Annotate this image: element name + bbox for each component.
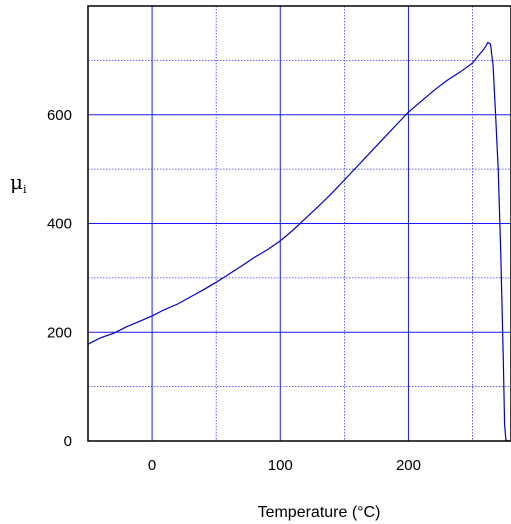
- plot-frame: [87, 5, 511, 442]
- x-tick-label: 0: [148, 457, 156, 474]
- series-line-mu-i: [87, 41, 511, 442]
- y-tick-label: 600: [47, 107, 72, 124]
- y-tick-label: 200: [47, 324, 72, 341]
- x-axis-label: Temperature (°C): [258, 504, 381, 521]
- y-axis-label-subscript: i: [23, 183, 27, 196]
- y-tick-label: 400: [47, 216, 72, 233]
- y-tick-label: 0: [64, 433, 72, 450]
- x-tick-label: 100: [268, 457, 293, 474]
- tick-labels: 0 100 200 0 200 400 600: [47, 107, 421, 474]
- x-tick-label: 200: [396, 457, 421, 474]
- y-axis-label: μi: [10, 170, 27, 196]
- y-axis-label-symbol: μ: [10, 170, 23, 194]
